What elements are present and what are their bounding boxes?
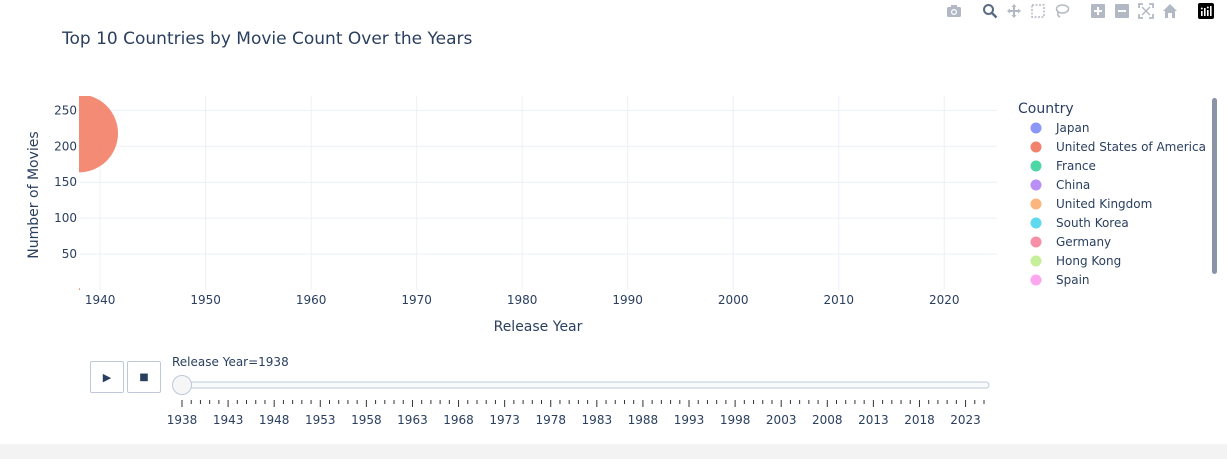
legend-item-label[interactable]: Spain [1056, 273, 1090, 287]
legend-scrollbar[interactable] [1212, 98, 1217, 274]
legend-item-label[interactable]: Japan [1055, 121, 1089, 135]
zoom-icon[interactable] [979, 2, 1001, 20]
lasso-icon[interactable] [1051, 2, 1073, 20]
slider-tick-label: 1943 [213, 413, 244, 427]
legend-item-label[interactable]: China [1056, 178, 1090, 192]
camera-icon[interactable] [943, 2, 965, 20]
slider-tick-label: 2023 [950, 413, 981, 427]
zoom-in-icon[interactable] [1087, 2, 1109, 20]
slider-tick-label: 2003 [766, 413, 797, 427]
footer-band [0, 444, 1227, 459]
slider-tick-label: 2018 [904, 413, 935, 427]
legend-item-label[interactable]: France [1056, 159, 1096, 173]
slider-tick-label: 1938 [167, 413, 198, 427]
legend-marker[interactable] [1030, 198, 1042, 210]
legend-item-label[interactable]: United States of America [1056, 140, 1206, 154]
legend-item-label[interactable]: Germany [1056, 235, 1111, 249]
x-tick-label: 2010 [823, 293, 854, 307]
autoscale-icon[interactable] [1135, 2, 1157, 20]
data-point[interactable] [78, 288, 81, 290]
slider-tick-label: 1963 [397, 413, 428, 427]
slider-tick-label: 2013 [858, 413, 889, 427]
slider-tick-label: 1948 [259, 413, 290, 427]
stop-icon: ■ [139, 371, 149, 383]
slider-current-label: Release Year=1938 [172, 355, 289, 369]
slider-tick-label: 1978 [535, 413, 566, 427]
legend-marker[interactable] [1030, 217, 1042, 229]
chart-title: Top 10 Countries by Movie Count Over the… [62, 29, 473, 49]
play-icon: ▶ [102, 370, 112, 384]
x-tick-label: 2020 [929, 293, 960, 307]
slider-tick-label: 1953 [305, 413, 336, 427]
slider-tick-label: 2008 [812, 413, 843, 427]
legend-marker[interactable] [1030, 236, 1042, 248]
legend-item-label[interactable]: Hong Kong [1056, 254, 1121, 268]
x-axis-title: Release Year [494, 319, 583, 335]
slider-tick-label: 1973 [489, 413, 520, 427]
slider-tick-label: 1998 [720, 413, 751, 427]
box-select-icon[interactable] [1027, 2, 1049, 20]
legend-marker[interactable] [1030, 122, 1042, 134]
data-point[interactable] [40, 94, 118, 173]
legend-marker[interactable] [1030, 255, 1042, 267]
legend-marker[interactable] [1030, 179, 1042, 191]
x-tick-label: 1940 [85, 293, 116, 307]
slider-tick-label: 1988 [628, 413, 659, 427]
zoom-out-icon[interactable] [1111, 2, 1133, 20]
slider-handle[interactable] [172, 375, 192, 395]
play-button[interactable]: ▶ [90, 361, 124, 393]
x-tick-label: 1950 [190, 293, 221, 307]
y-tick-label: 150 [54, 175, 77, 189]
reset-axes-icon[interactable] [1159, 2, 1181, 20]
slider-tick-label: 1983 [582, 413, 613, 427]
slider-tick-label: 1993 [674, 413, 705, 427]
y-tick-label: 200 [54, 139, 77, 153]
x-tick-label: 1980 [507, 293, 538, 307]
y-tick-label: 100 [54, 211, 77, 225]
slider-tick-label: 1958 [351, 413, 382, 427]
pan-icon[interactable] [1003, 2, 1025, 20]
legend-item-label[interactable]: South Korea [1056, 216, 1129, 230]
legend-marker[interactable] [1030, 274, 1042, 286]
x-tick-label: 1970 [401, 293, 432, 307]
legend-marker[interactable] [1030, 160, 1042, 172]
x-tick-label: 1960 [296, 293, 327, 307]
x-tick-label: 2000 [718, 293, 749, 307]
plotly-logo-icon[interactable] [1195, 2, 1217, 20]
modebar [943, 0, 1217, 22]
slider-rail[interactable] [173, 381, 990, 389]
legend-marker[interactable] [1030, 141, 1042, 153]
y-axis-title: Number of Movies [26, 131, 42, 258]
y-tick-label: 50 [62, 247, 77, 261]
stop-button[interactable]: ■ [127, 361, 161, 393]
legend-item-label[interactable]: United Kingdom [1056, 197, 1152, 211]
y-tick-label: 250 [54, 103, 77, 117]
slider-tick-label: 1968 [443, 413, 474, 427]
legend-title: Country [1018, 101, 1074, 117]
x-tick-label: 1990 [612, 293, 643, 307]
